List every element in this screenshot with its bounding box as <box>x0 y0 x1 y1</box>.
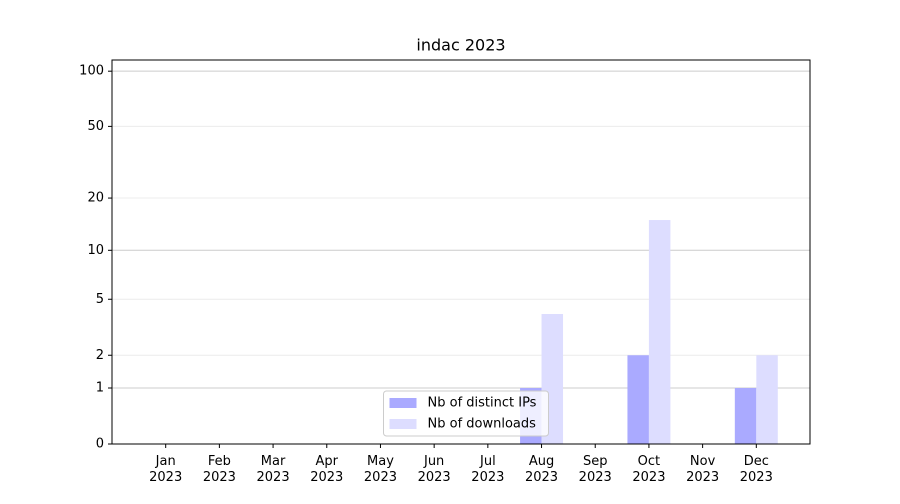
x-tick-label: Nov 2023 <box>686 454 719 485</box>
legend-label: Nb of downloads <box>428 417 537 432</box>
y-tick-label: 0 <box>96 437 104 452</box>
x-tick-label-line: 2023 <box>740 470 773 485</box>
x-tick-label-line: Feb <box>208 454 231 469</box>
bar <box>734 388 757 444</box>
bar <box>756 355 778 444</box>
x-tick-label-line: May <box>367 454 394 469</box>
y-tick-label: 1 <box>96 381 104 396</box>
x-tick-label-line: Apr <box>316 454 339 469</box>
y-tick-label: 10 <box>87 243 104 258</box>
x-tick-label-line: 2023 <box>418 470 451 485</box>
legend-swatch <box>389 398 417 408</box>
x-tick-label-line: Mar <box>261 454 286 469</box>
y-tick-label: 50 <box>87 119 104 134</box>
x-tick-label-line: Dec <box>744 454 769 469</box>
x-tick-label: Sep 2023 <box>579 454 612 485</box>
x-tick-label: Jun 2023 <box>418 454 451 485</box>
bar <box>627 355 649 444</box>
legend-label: Nb of distinct IPs <box>428 396 537 411</box>
bar <box>648 220 671 444</box>
x-tick-label-line: Jan <box>155 454 176 469</box>
y-tick-label: 5 <box>96 292 104 307</box>
x-tick-label-line: 2023 <box>579 470 612 485</box>
x-tick-label: Jan 2023 <box>149 454 182 485</box>
y-tick-label: 100 <box>79 64 104 79</box>
x-tick-label-line: Aug <box>529 454 554 469</box>
y-tick-label: 20 <box>87 191 104 206</box>
x-tick-label-line: 2023 <box>525 470 558 485</box>
y-tick-label: 2 <box>96 348 104 363</box>
legend-box <box>383 390 549 437</box>
x-tick-label: Feb 2023 <box>203 454 236 485</box>
x-tick-label-line: 2023 <box>632 470 665 485</box>
x-tick-label-line: Jul <box>479 454 496 469</box>
x-tick-label: Oct 2023 <box>632 454 665 485</box>
x-tick-label: Jul 2023 <box>471 454 504 485</box>
x-tick-label-line: Oct <box>638 454 660 469</box>
x-tick-label-line: 2023 <box>203 470 236 485</box>
x-tick-label-line: 2023 <box>686 470 719 485</box>
plot-frame <box>111 59 811 445</box>
x-tick-label-line: Nov <box>690 454 716 469</box>
x-tick-label-line: Jun <box>423 454 444 469</box>
x-tick-label: Aug 2023 <box>525 454 558 485</box>
legend-swatch <box>389 419 417 429</box>
chart-title: indac 2023 <box>416 36 505 55</box>
x-tick-label-line: 2023 <box>471 470 504 485</box>
x-tick-label: Apr 2023 <box>310 454 343 485</box>
x-tick-label-line: 2023 <box>364 470 397 485</box>
x-tick-label: May 2023 <box>364 454 397 485</box>
x-tick-label-line: Sep <box>583 454 608 469</box>
x-tick-label: Dec 2023 <box>740 454 773 485</box>
x-tick-label-line: 2023 <box>257 470 290 485</box>
x-tick-label: Mar 2023 <box>257 454 290 485</box>
x-tick-label-line: 2023 <box>149 470 182 485</box>
x-tick-label-line: 2023 <box>310 470 343 485</box>
